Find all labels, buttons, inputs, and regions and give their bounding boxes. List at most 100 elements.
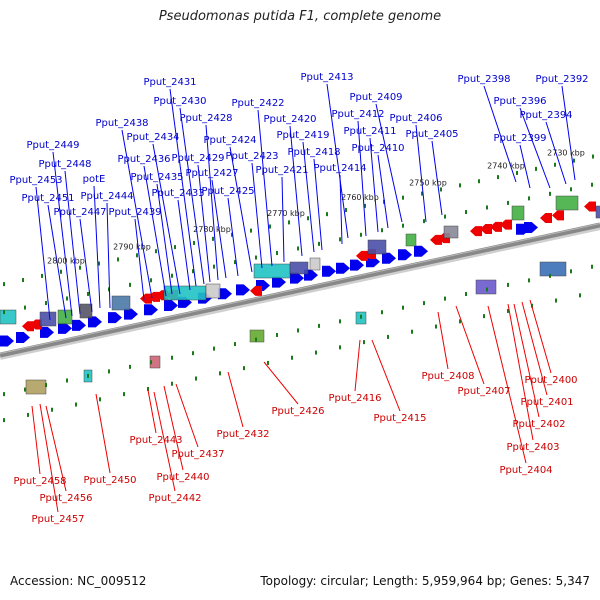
gene-label: Pput_2420: [263, 114, 316, 125]
feature-box: [39, 311, 57, 327]
leader-line: [79, 218, 93, 313]
leader-line: [519, 107, 551, 189]
reverse-gene-arrow: [470, 226, 482, 237]
leader-line: [31, 405, 41, 475]
feature-box: [367, 239, 387, 255]
leader-line: [121, 129, 153, 299]
feature-box: [405, 233, 417, 247]
gene-label: Pput_2402: [512, 419, 565, 430]
leader-line: [521, 301, 548, 396]
leader-line: [147, 389, 157, 434]
reverse-gene-arrow: [250, 285, 262, 296]
leader-line: [369, 137, 379, 233]
leader-line: [513, 303, 540, 418]
gene-label: Pput_2414: [313, 163, 366, 174]
gene-label: Pput_2400: [524, 375, 577, 386]
forward-gene-arrow: [88, 316, 102, 328]
leader-line: [169, 88, 197, 287]
gene-label: Pput_2431: [143, 77, 196, 88]
feature-box: [289, 261, 309, 275]
leader-line: [431, 140, 443, 216]
gene-label: Pput_2418: [287, 147, 340, 158]
feature-box: [555, 195, 579, 211]
leader-line: [134, 218, 145, 301]
gene-label: Pput_2423: [225, 151, 278, 162]
forward-gene-arrow: [414, 245, 428, 257]
gene-label: Pput_2407: [457, 386, 510, 397]
leader-line: [227, 371, 244, 428]
gene-label: Pput_2440: [156, 472, 209, 483]
gene-label: Pput_2413: [300, 72, 353, 83]
gene-label: Pput_2457: [31, 514, 84, 525]
gene-label: Pput_2450: [83, 475, 136, 486]
leader-line: [483, 85, 517, 183]
leader-line: [561, 85, 576, 181]
feature-box: [249, 329, 265, 343]
backbone-highlight: [0, 223, 600, 354]
gene-label: Pput_2421: [255, 165, 308, 176]
reverse-gene-arrow: [500, 219, 512, 230]
leader-line: [153, 391, 176, 492]
forward-gene-arrow: [350, 259, 364, 271]
forward-gene-arrow: [108, 312, 122, 324]
feature-box: [539, 261, 567, 277]
leader-line: [45, 405, 67, 492]
feature-box: [443, 225, 459, 239]
gene-label: Pput_2426: [271, 406, 324, 417]
gene-label: Pput_2422: [231, 98, 284, 109]
gene-label: Pput_2443: [129, 435, 182, 446]
topology-summary: Topology: circular; Length: 5,959,964 bp…: [260, 574, 590, 588]
leader-line: [375, 103, 403, 223]
accession-text: Accession: NC_009512: [10, 574, 147, 588]
leader-line: [529, 299, 552, 374]
leader-line: [35, 186, 51, 321]
gene-label: Pput_2438: [95, 118, 148, 129]
leader-line: [163, 385, 184, 471]
leader-line: [156, 183, 173, 295]
leader-line: [455, 305, 485, 385]
feature-box: [25, 379, 47, 395]
gene-label: Pput_2444: [80, 191, 133, 202]
forward-gene-arrow: [164, 299, 178, 311]
leader-line: [354, 339, 361, 392]
reverse-gene-arrow: [490, 221, 502, 232]
gene-label: Pput_2408: [421, 371, 474, 382]
leader-line: [211, 179, 227, 279]
forward-gene-arrow: [322, 265, 336, 277]
gene-label: Pput_2405: [405, 129, 458, 140]
scale-label: 2750 kbp: [409, 178, 447, 187]
forward-gene-arrow: [398, 249, 412, 261]
leader-line: [95, 393, 111, 474]
forward-gene-arrow: [290, 272, 304, 284]
feature-tracks: [0, 195, 600, 395]
leader-line: [437, 311, 449, 370]
forward-gene-arrow: [0, 335, 14, 347]
feature-box: [163, 285, 207, 301]
gene-label: Pput_2415: [373, 413, 426, 424]
forward-gene-arrow: [72, 319, 86, 331]
leader-line: [263, 361, 299, 405]
gene-label: Pput_2458: [13, 476, 66, 487]
scale-label: 2800 kbp: [47, 257, 85, 266]
gene-label: Pput_2433: [151, 188, 204, 199]
leader-lines: [31, 83, 576, 513]
gene-label: potE: [83, 174, 106, 185]
forward-gene-arrow: [40, 326, 54, 338]
leader-line: [227, 197, 239, 277]
scale-label: 2760 kbp: [341, 193, 379, 202]
leader-line: [64, 170, 81, 315]
gene-label: Pput_2411: [343, 126, 396, 137]
reverse-gene-arrow: [584, 201, 596, 212]
leader-line: [251, 162, 263, 269]
gene-label: Pput_2435: [130, 172, 183, 183]
reverse-gene-arrow: [480, 224, 492, 234]
scale-label: 2790 kbp: [113, 242, 151, 251]
gene-labels: 2730 kbp 2740 kbp 2750 kbp 2760 kbp 2770 kbp…: [9, 72, 588, 525]
leader-line: [339, 174, 343, 245]
leader-line: [47, 204, 67, 319]
gene-label: Pput_2409: [349, 92, 402, 103]
gene-label: Pput_2424: [203, 135, 256, 146]
gene-label: Pput_2434: [126, 132, 179, 143]
gene-label: Pput_2419: [276, 130, 329, 141]
leader-line: [143, 165, 167, 297]
